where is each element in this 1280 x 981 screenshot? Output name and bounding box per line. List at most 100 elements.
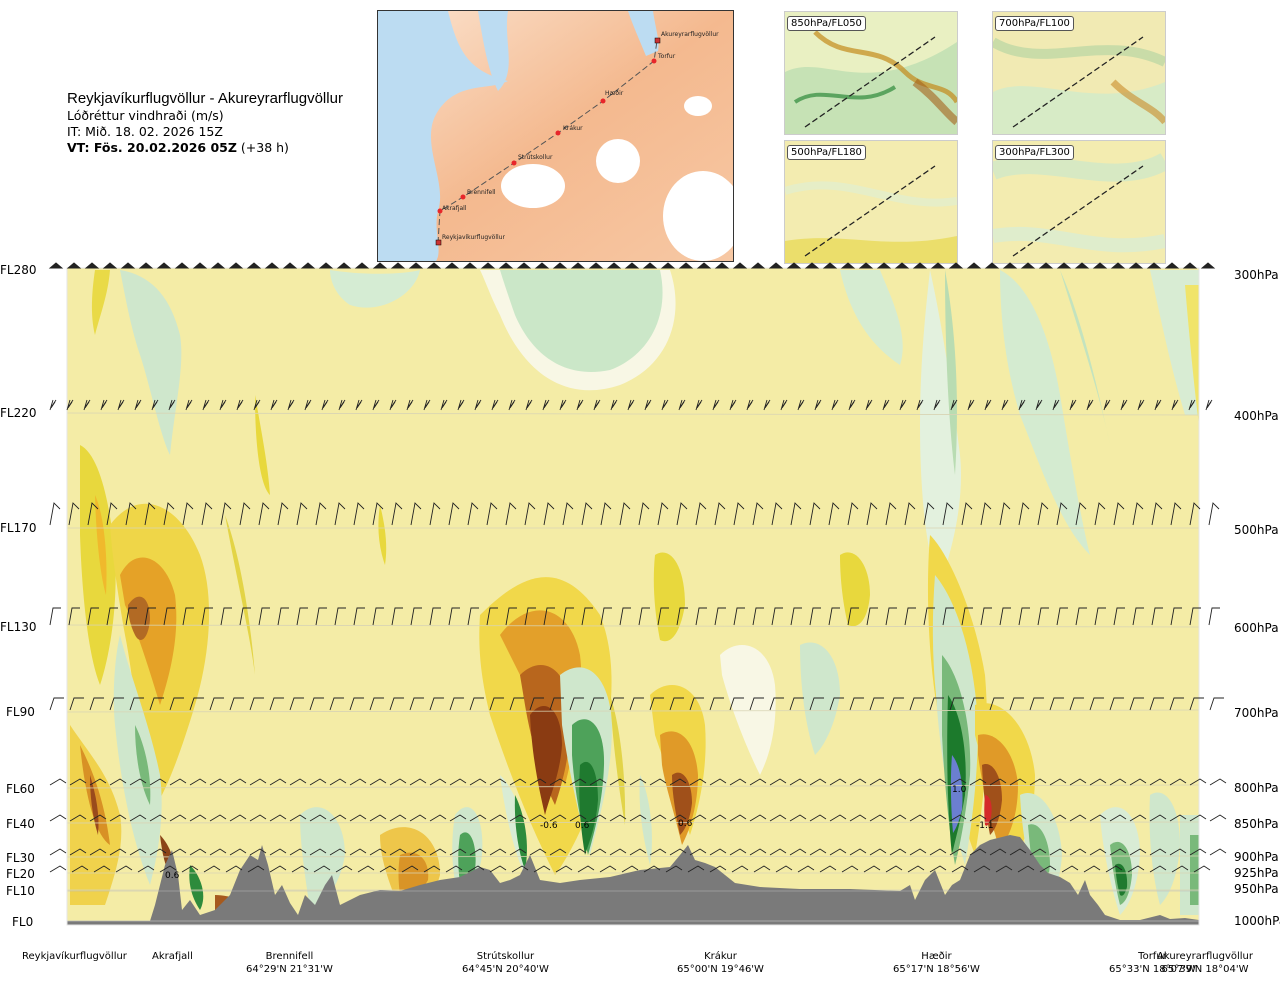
- wind-barb: [509, 814, 527, 822]
- wind-barb: [769, 778, 787, 786]
- wind-barb: [627, 399, 635, 411]
- wind-barb: [967, 399, 975, 411]
- wind-barb: [144, 502, 156, 526]
- waypoint-krakur-coord: 65°00'N 19°46'W: [677, 964, 764, 975]
- wind-barb: [1009, 697, 1024, 711]
- wind-barb: [869, 697, 884, 711]
- map-label-haedir: Hæðir: [605, 90, 624, 97]
- wind-barb: [923, 607, 935, 626]
- wind-barb: [581, 607, 593, 626]
- wind-barb: [1092, 262, 1108, 269]
- wind-barb: [120, 262, 136, 269]
- wind-barb: [559, 399, 567, 411]
- minimap-500: 500hPa/FL180: [784, 140, 958, 264]
- wind-barb: [916, 399, 924, 411]
- wind-barb: [576, 399, 584, 411]
- wind-barb: [942, 502, 954, 526]
- wind-barb: [1069, 697, 1084, 711]
- wind-barb: [49, 778, 67, 786]
- wind-barb: [239, 607, 251, 626]
- wind-barb: [1037, 502, 1049, 526]
- wind-barb: [300, 262, 316, 269]
- minimap-850-graphic: [785, 12, 957, 134]
- wind-barb: [84, 262, 100, 269]
- wind-barb: [709, 697, 724, 711]
- wind-barb: [809, 607, 821, 626]
- wind-barb: [138, 262, 154, 269]
- wind-barb: [989, 814, 1007, 822]
- wind-barb: [980, 502, 992, 526]
- wind-barb: [203, 865, 221, 873]
- wind-barb: [1208, 502, 1220, 526]
- wind-barb: [949, 814, 967, 822]
- wind-barb: [1189, 502, 1201, 526]
- wind-barb: [1037, 607, 1049, 626]
- wind-barb: [562, 502, 574, 526]
- wind-barb: [1089, 697, 1104, 711]
- wind-barb: [969, 814, 987, 822]
- wind-barb: [909, 778, 927, 786]
- wind-barb: [929, 778, 947, 786]
- wind-barb: [989, 697, 1004, 711]
- wind-barb: [117, 399, 125, 411]
- wind-barb: [1109, 848, 1127, 856]
- wind-barb: [769, 814, 787, 822]
- waypoint-reykjavik-name: Reykjavíkurflugvöllur: [22, 951, 127, 962]
- wind-barb: [973, 865, 991, 873]
- wind-barb: [1137, 399, 1145, 411]
- wind-barb: [689, 697, 704, 711]
- wind-barb: [372, 399, 380, 411]
- wind-barb: [511, 865, 529, 873]
- route-map: Akureyrarflugvöllur Torfur Hæðir Krákur …: [377, 10, 734, 262]
- wind-barb: [66, 399, 74, 411]
- wind-barb: [930, 262, 946, 269]
- wind-barb: [865, 399, 873, 411]
- wind-barb: [797, 399, 805, 411]
- wind-barb: [185, 399, 193, 411]
- wind-barb: [169, 697, 184, 711]
- wind-barb: [549, 697, 564, 711]
- wind-barb: [950, 399, 958, 411]
- wind-barb: [809, 778, 827, 786]
- wind-barb: [291, 865, 309, 873]
- wind-barb: [869, 814, 887, 822]
- wind-barb: [168, 399, 176, 411]
- wind-barb: [1149, 848, 1167, 856]
- wind-barb: [509, 778, 527, 786]
- wind-barb: [669, 778, 687, 786]
- wind-barb: [533, 865, 551, 873]
- wind-barb: [277, 502, 289, 526]
- wind-barb: [829, 814, 847, 822]
- map-label-akrafjall: Akrafjall: [442, 205, 467, 212]
- wind-barb: [624, 262, 640, 269]
- route-map-graphic: Akureyrarflugvöllur Torfur Hæðir Krákur …: [378, 11, 733, 261]
- wind-barb: [448, 502, 460, 526]
- wind-barb: [505, 607, 517, 626]
- wind-barb: [1113, 502, 1125, 526]
- wind-barb: [949, 848, 967, 856]
- wind-barb: [189, 697, 204, 711]
- wind-barb: [828, 502, 840, 526]
- wind-barb: [841, 865, 859, 873]
- wind-barb: [429, 697, 444, 711]
- wind-barb: [763, 399, 771, 411]
- wind-barb: [696, 262, 712, 269]
- wind-barb: [1149, 865, 1167, 873]
- map-label-akureyri: Akureyrarflugvöllur: [661, 31, 719, 38]
- wind-barb: [313, 865, 331, 873]
- minimap-700: 700hPa/FL100: [992, 11, 1166, 135]
- wind-barb: [695, 399, 703, 411]
- wind-barb: [1020, 262, 1036, 269]
- wind-barb: [786, 262, 802, 269]
- wind-barb: [669, 814, 687, 822]
- wind-barb: [389, 848, 407, 856]
- wind-barb: [1189, 697, 1204, 711]
- wind-barb: [949, 697, 964, 711]
- wind-barb: [1169, 848, 1187, 856]
- wind-barb: [589, 814, 607, 822]
- wind-barb: [899, 399, 907, 411]
- wind-barb: [318, 262, 334, 269]
- wind-barb: [1149, 697, 1164, 711]
- wind-barb: [909, 848, 927, 856]
- wind-barb: [509, 697, 524, 711]
